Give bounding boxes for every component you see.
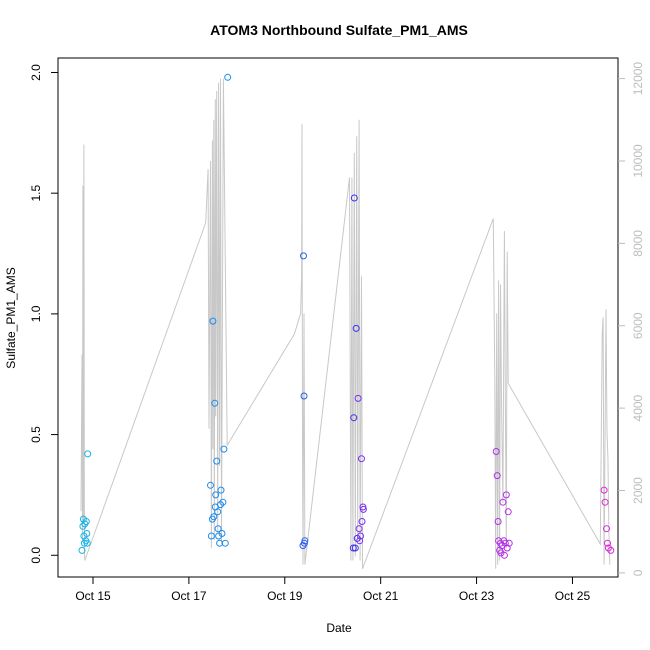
data-point [493, 472, 501, 480]
y-axis-label: Sulfate_PM1_AMS [4, 267, 18, 368]
data-point [221, 539, 229, 547]
data-point [300, 392, 308, 400]
data-point [301, 537, 309, 545]
data-point [349, 544, 357, 552]
y2-tick-label: 12000 [631, 62, 645, 96]
data-point [219, 498, 227, 506]
x-tick-label: Oct 17 [171, 589, 207, 603]
x-axis-label: Date [326, 621, 352, 635]
data-point [213, 457, 221, 465]
y-tick-label: 1.5 [29, 185, 43, 202]
data-point [217, 501, 224, 509]
data-point [83, 539, 91, 547]
data-point [600, 486, 608, 494]
data-point [220, 445, 228, 453]
y-tick-label: 2.0 [29, 64, 43, 81]
x-tick-label: Oct 19 [267, 589, 303, 603]
data-point [356, 537, 364, 545]
x-tick-label: Oct 23 [459, 589, 495, 603]
data-point [359, 505, 367, 513]
data-point [604, 544, 612, 552]
altitude-line [80, 78, 611, 569]
x-tick-label: Oct 21 [363, 589, 399, 603]
data-point [505, 539, 513, 547]
data-point [212, 491, 220, 499]
data-point [357, 532, 364, 540]
data-point [607, 546, 615, 554]
data-point [83, 530, 91, 537]
data-point [352, 324, 360, 332]
y2-tick-label: 6000 [631, 312, 645, 339]
plot-frame [57, 57, 619, 578]
x-axis: Oct 15 Oct 17 Oct 19 Oct 21 Oct 23 Oct 25 [75, 577, 590, 603]
y-tick-label: 0.0 [29, 547, 43, 564]
data-point [603, 525, 610, 533]
data-point [501, 539, 509, 547]
data-point [217, 486, 225, 494]
y2-tick-label: 0 [631, 569, 645, 576]
data-point [84, 450, 92, 458]
data-point [604, 539, 611, 547]
data-point [358, 518, 366, 525]
data-point [218, 530, 226, 537]
data-point [300, 252, 307, 260]
y-axis: 0.0 0.5 1.0 1.5 2.0 [29, 64, 58, 564]
y2-tick-label: 10000 [631, 144, 645, 178]
data-point [354, 394, 362, 402]
x-tick-label: Oct 15 [75, 589, 111, 603]
data-point-layer [78, 73, 615, 559]
altitude-line-layer [80, 78, 611, 569]
data-point [492, 448, 500, 455]
chart-title: ATOM3 Northbound Sulfate_PM1_AMS [210, 22, 468, 38]
data-point [78, 546, 86, 554]
data-point [209, 317, 217, 325]
data-point [210, 513, 218, 521]
y-tick-label: 1.0 [29, 305, 43, 322]
data-point [214, 525, 222, 533]
data-point [82, 518, 90, 525]
x-tick-label: Oct 25 [555, 589, 591, 603]
data-point [500, 551, 508, 559]
data-point [351, 544, 359, 552]
y2-tick-label: 4000 [631, 394, 645, 421]
data-point [502, 491, 510, 499]
y2-axis: 0 2000 4000 6000 8000 10000 12000 [618, 62, 645, 576]
data-point [355, 525, 363, 533]
data-point [504, 508, 512, 516]
data-point [207, 532, 215, 540]
data-point [214, 508, 222, 516]
data-point [358, 455, 365, 463]
y2-tick-label: 8000 [631, 230, 645, 257]
y-tick-label: 0.5 [29, 426, 43, 443]
y2-tick-label: 2000 [631, 477, 645, 504]
data-point [211, 399, 219, 407]
data-point [499, 498, 507, 506]
data-point [350, 414, 358, 422]
data-point [350, 194, 358, 202]
data-point [494, 518, 502, 525]
data-point [207, 481, 214, 489]
data-point [601, 498, 609, 506]
data-point [224, 73, 232, 81]
